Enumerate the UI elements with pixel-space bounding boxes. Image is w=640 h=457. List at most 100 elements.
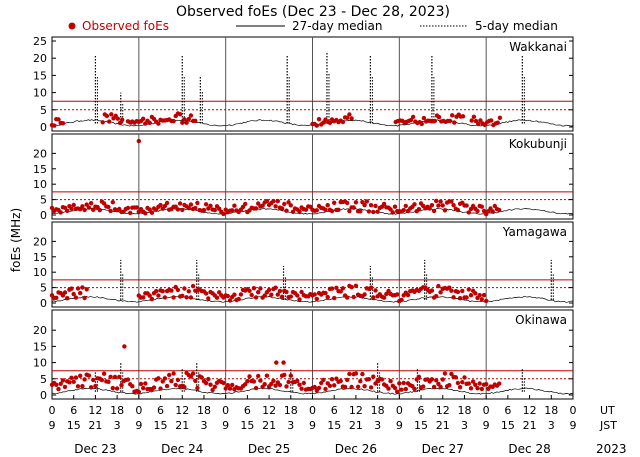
observed-point — [336, 207, 341, 212]
observed-point — [412, 386, 417, 392]
observed-point — [353, 371, 359, 376]
observed-point — [171, 118, 176, 124]
observed-point — [188, 113, 194, 118]
observed-point — [460, 380, 465, 385]
observed-point — [58, 210, 63, 215]
observed-point — [489, 118, 494, 123]
observed-point — [429, 377, 435, 382]
observed-point — [351, 205, 356, 210]
observed-point — [60, 121, 66, 126]
observed-point — [217, 206, 222, 211]
observed-point — [177, 201, 183, 206]
observed-point — [469, 118, 474, 123]
observed-point — [347, 112, 352, 117]
observed-point — [338, 378, 343, 384]
x-tick-label-ut: 12 — [436, 404, 450, 417]
observed-point — [299, 386, 304, 391]
observed-point — [206, 296, 211, 301]
y-tick-label: 20 — [33, 52, 47, 65]
observed-point — [362, 292, 367, 297]
observed-point — [75, 384, 81, 389]
y-tick-label: 20 — [33, 235, 47, 248]
observed-point — [288, 294, 293, 299]
observed-point — [82, 207, 87, 213]
observed-point — [109, 112, 114, 117]
observed-point — [54, 295, 59, 300]
x-tick-label-ut: 6 — [331, 404, 338, 417]
observed-point — [86, 373, 92, 378]
observed-point — [436, 115, 442, 120]
x-tick-label-ut: 12 — [349, 404, 363, 417]
observed-point — [277, 288, 283, 294]
x-tick-label-ut: 12 — [523, 404, 537, 417]
observed-point — [351, 294, 356, 300]
observed-point — [199, 375, 204, 380]
observed-point — [62, 290, 68, 295]
observed-point — [149, 210, 155, 215]
observed-point — [466, 210, 471, 215]
observed-point — [353, 283, 359, 288]
observed-point — [110, 200, 116, 205]
legend-observed-label: Observed foEs — [82, 19, 169, 33]
observed-point — [188, 295, 194, 300]
observed-point — [373, 203, 378, 209]
observed-point — [65, 296, 70, 301]
observed-point — [269, 292, 274, 297]
x-tick-label-jst: 21 — [175, 419, 189, 432]
observed-point — [69, 375, 74, 380]
observed-point — [464, 295, 469, 300]
observed-point — [338, 289, 343, 294]
x-tick-label-jst: 3 — [114, 419, 121, 432]
observed-point — [136, 389, 141, 395]
observed-point — [332, 383, 337, 388]
observed-point — [327, 120, 333, 126]
observed-point — [180, 293, 185, 298]
observed-point — [470, 379, 476, 384]
observed-point — [497, 115, 503, 121]
observed-point — [438, 290, 443, 295]
x-tick-label-ut: 18 — [110, 404, 124, 417]
observed-point — [390, 210, 395, 215]
x-tick-label-ut: 18 — [284, 404, 298, 417]
y-tick-label: 25 — [33, 35, 47, 48]
station-label: Kokubunji — [509, 137, 567, 151]
observed-point — [295, 378, 300, 384]
x-tick-label-jst: 3 — [461, 419, 468, 432]
observed-point — [184, 295, 189, 300]
observed-point — [275, 292, 280, 297]
observed-point — [167, 372, 172, 378]
x-tick-label-ut: 18 — [197, 404, 211, 417]
observed-point — [108, 208, 113, 214]
x-tick-label-ut: 6 — [70, 404, 77, 417]
observed-point — [295, 293, 300, 298]
observed-point — [186, 116, 191, 122]
y-tick-label: 10 — [33, 178, 47, 191]
observed-point — [384, 291, 389, 297]
x-tick-label-ut: 0 — [570, 404, 577, 417]
observed-point — [91, 207, 96, 212]
observed-point — [477, 293, 482, 298]
observed-point — [65, 208, 70, 213]
observed-point — [78, 290, 83, 296]
observed-point — [84, 287, 89, 292]
observed-point — [117, 374, 122, 380]
observed-point — [476, 121, 481, 127]
x-tick-label-ut: 0 — [135, 404, 142, 417]
observed-point — [141, 385, 146, 391]
chart-title: Observed foEs (Dec 23 - Dec 28, 2023) — [176, 4, 450, 20]
observed-point — [230, 208, 235, 213]
observed-point — [201, 207, 207, 213]
x-tick-label-jst: 15 — [154, 419, 168, 432]
observed-point — [288, 203, 293, 208]
observed-point — [312, 384, 317, 390]
station-label: Yamagawa — [502, 225, 567, 239]
observed-point — [349, 384, 354, 390]
observed-point — [360, 371, 365, 377]
observed-point — [282, 201, 287, 207]
observed-point — [143, 211, 148, 216]
observed-point — [154, 289, 159, 294]
observed-point — [52, 123, 57, 128]
observed-point — [436, 203, 441, 208]
observed-point — [136, 138, 142, 144]
